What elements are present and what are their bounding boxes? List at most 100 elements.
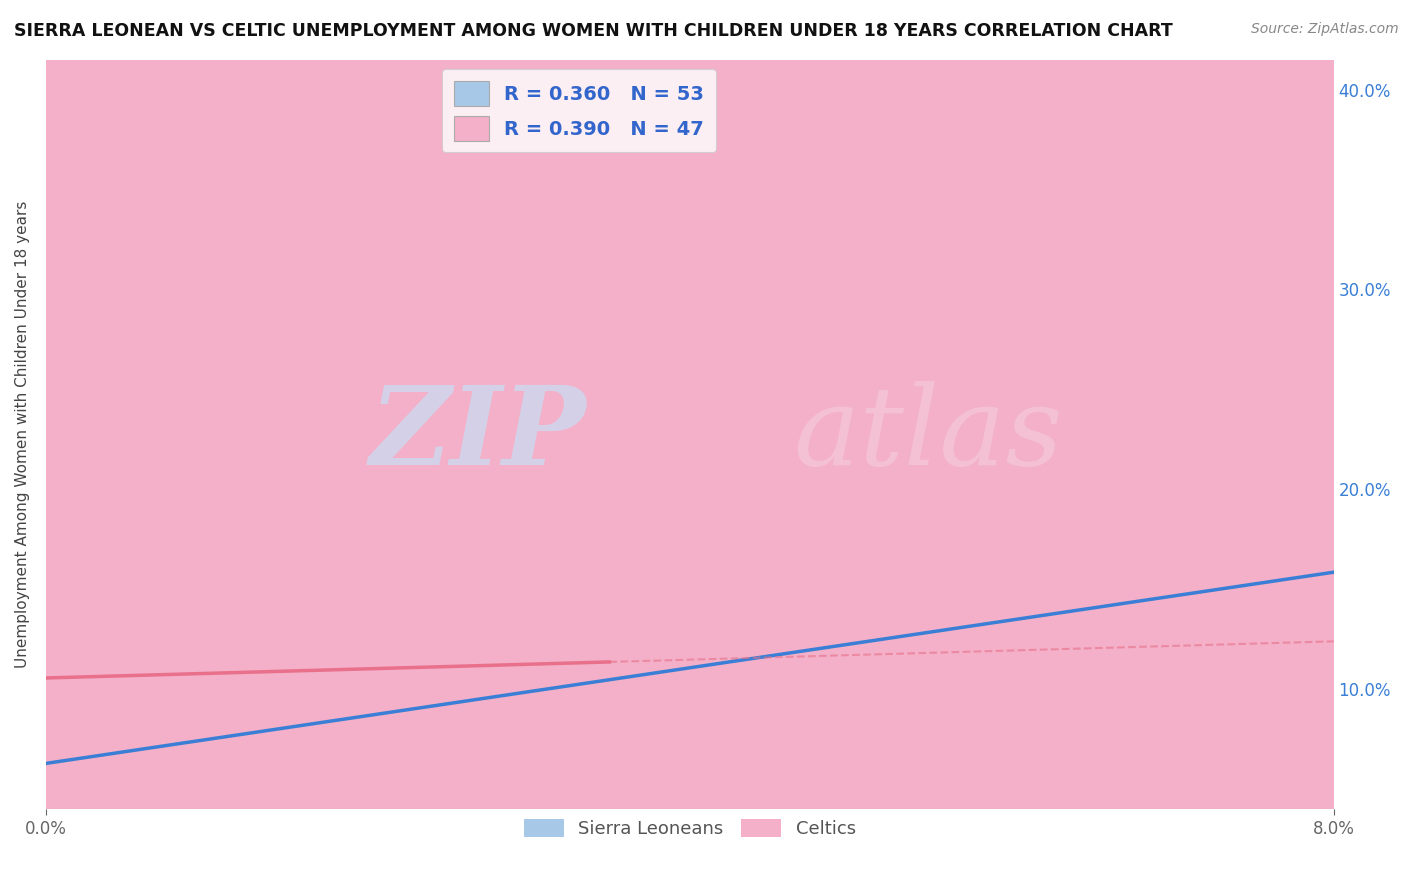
Y-axis label: Unemployment Among Women with Children Under 18 years: Unemployment Among Women with Children U… [15,201,30,668]
Point [1081,522,1104,536]
Point [67,738,90,752]
Point [131,732,153,747]
Point [1161,622,1184,636]
Point [115,742,138,756]
Point [115,746,138,760]
Point [98,732,121,747]
Point [228,742,250,756]
Text: SIERRA LEONEAN VS CELTIC UNEMPLOYMENT AMONG WOMEN WITH CHILDREN UNDER 18 YEARS C: SIERRA LEONEAN VS CELTIC UNEMPLOYMENT AM… [14,22,1173,40]
Text: atlas: atlas [793,381,1063,488]
Point [920,752,942,766]
Point [759,283,782,297]
Point [51,758,73,772]
Point [163,483,186,497]
Point [212,542,235,557]
Point [1194,752,1216,766]
Point [98,746,121,760]
Point [308,712,330,726]
Point [98,746,121,760]
Point [83,742,105,756]
Point [115,758,138,772]
Point [163,742,186,756]
Point [51,746,73,760]
Point [1032,752,1054,766]
Point [98,738,121,752]
Point [565,752,588,766]
Point [148,742,170,756]
Point [83,752,105,766]
Point [276,552,298,566]
Point [115,732,138,747]
Text: Source: ZipAtlas.com: Source: ZipAtlas.com [1251,22,1399,37]
Point [517,602,540,616]
Point [83,758,105,772]
Point [83,746,105,760]
Point [67,732,90,747]
Point [517,702,540,716]
Point [727,752,749,766]
Point [131,752,153,766]
Point [148,732,170,747]
Point [98,752,121,766]
Point [115,752,138,766]
Point [679,752,702,766]
Text: ZIP: ZIP [370,381,586,488]
Point [373,752,395,766]
Point [245,533,267,547]
Point [485,602,508,616]
Point [276,722,298,736]
Point [437,702,460,716]
Point [131,502,153,516]
Point [98,738,121,752]
Point [839,752,862,766]
Point [308,362,330,376]
Point [67,746,90,760]
Point [83,752,105,766]
Point [180,738,202,752]
Point [1001,582,1024,597]
Point [389,692,412,706]
Point [51,746,73,760]
Point [180,512,202,526]
Point [839,642,862,657]
Point [647,182,669,196]
Point [647,702,669,716]
Point [195,732,218,747]
Point [115,742,138,756]
Point [148,752,170,766]
Point [195,732,218,747]
Point [727,642,749,657]
Point [83,742,105,756]
Point [405,562,427,576]
Point [83,746,105,760]
Point [212,746,235,760]
Point [131,752,153,766]
Point [1129,752,1152,766]
Point [67,762,90,776]
Point [115,732,138,747]
Point [920,562,942,576]
Point [357,702,380,716]
Point [969,752,991,766]
Point [759,652,782,666]
Point [83,732,105,747]
Point [131,742,153,756]
Point [98,742,121,756]
Point [148,502,170,516]
Point [598,752,620,766]
Point [340,622,363,636]
Point [51,738,73,752]
Point [83,766,105,780]
Point [131,746,153,760]
Point [83,732,105,747]
Point [67,752,90,766]
Point [98,752,121,766]
Point [98,762,121,776]
Point [67,742,90,756]
Point [245,732,267,747]
Point [485,712,508,726]
Point [67,752,90,766]
Point [83,762,105,776]
Point [1241,642,1264,657]
Point [51,758,73,772]
